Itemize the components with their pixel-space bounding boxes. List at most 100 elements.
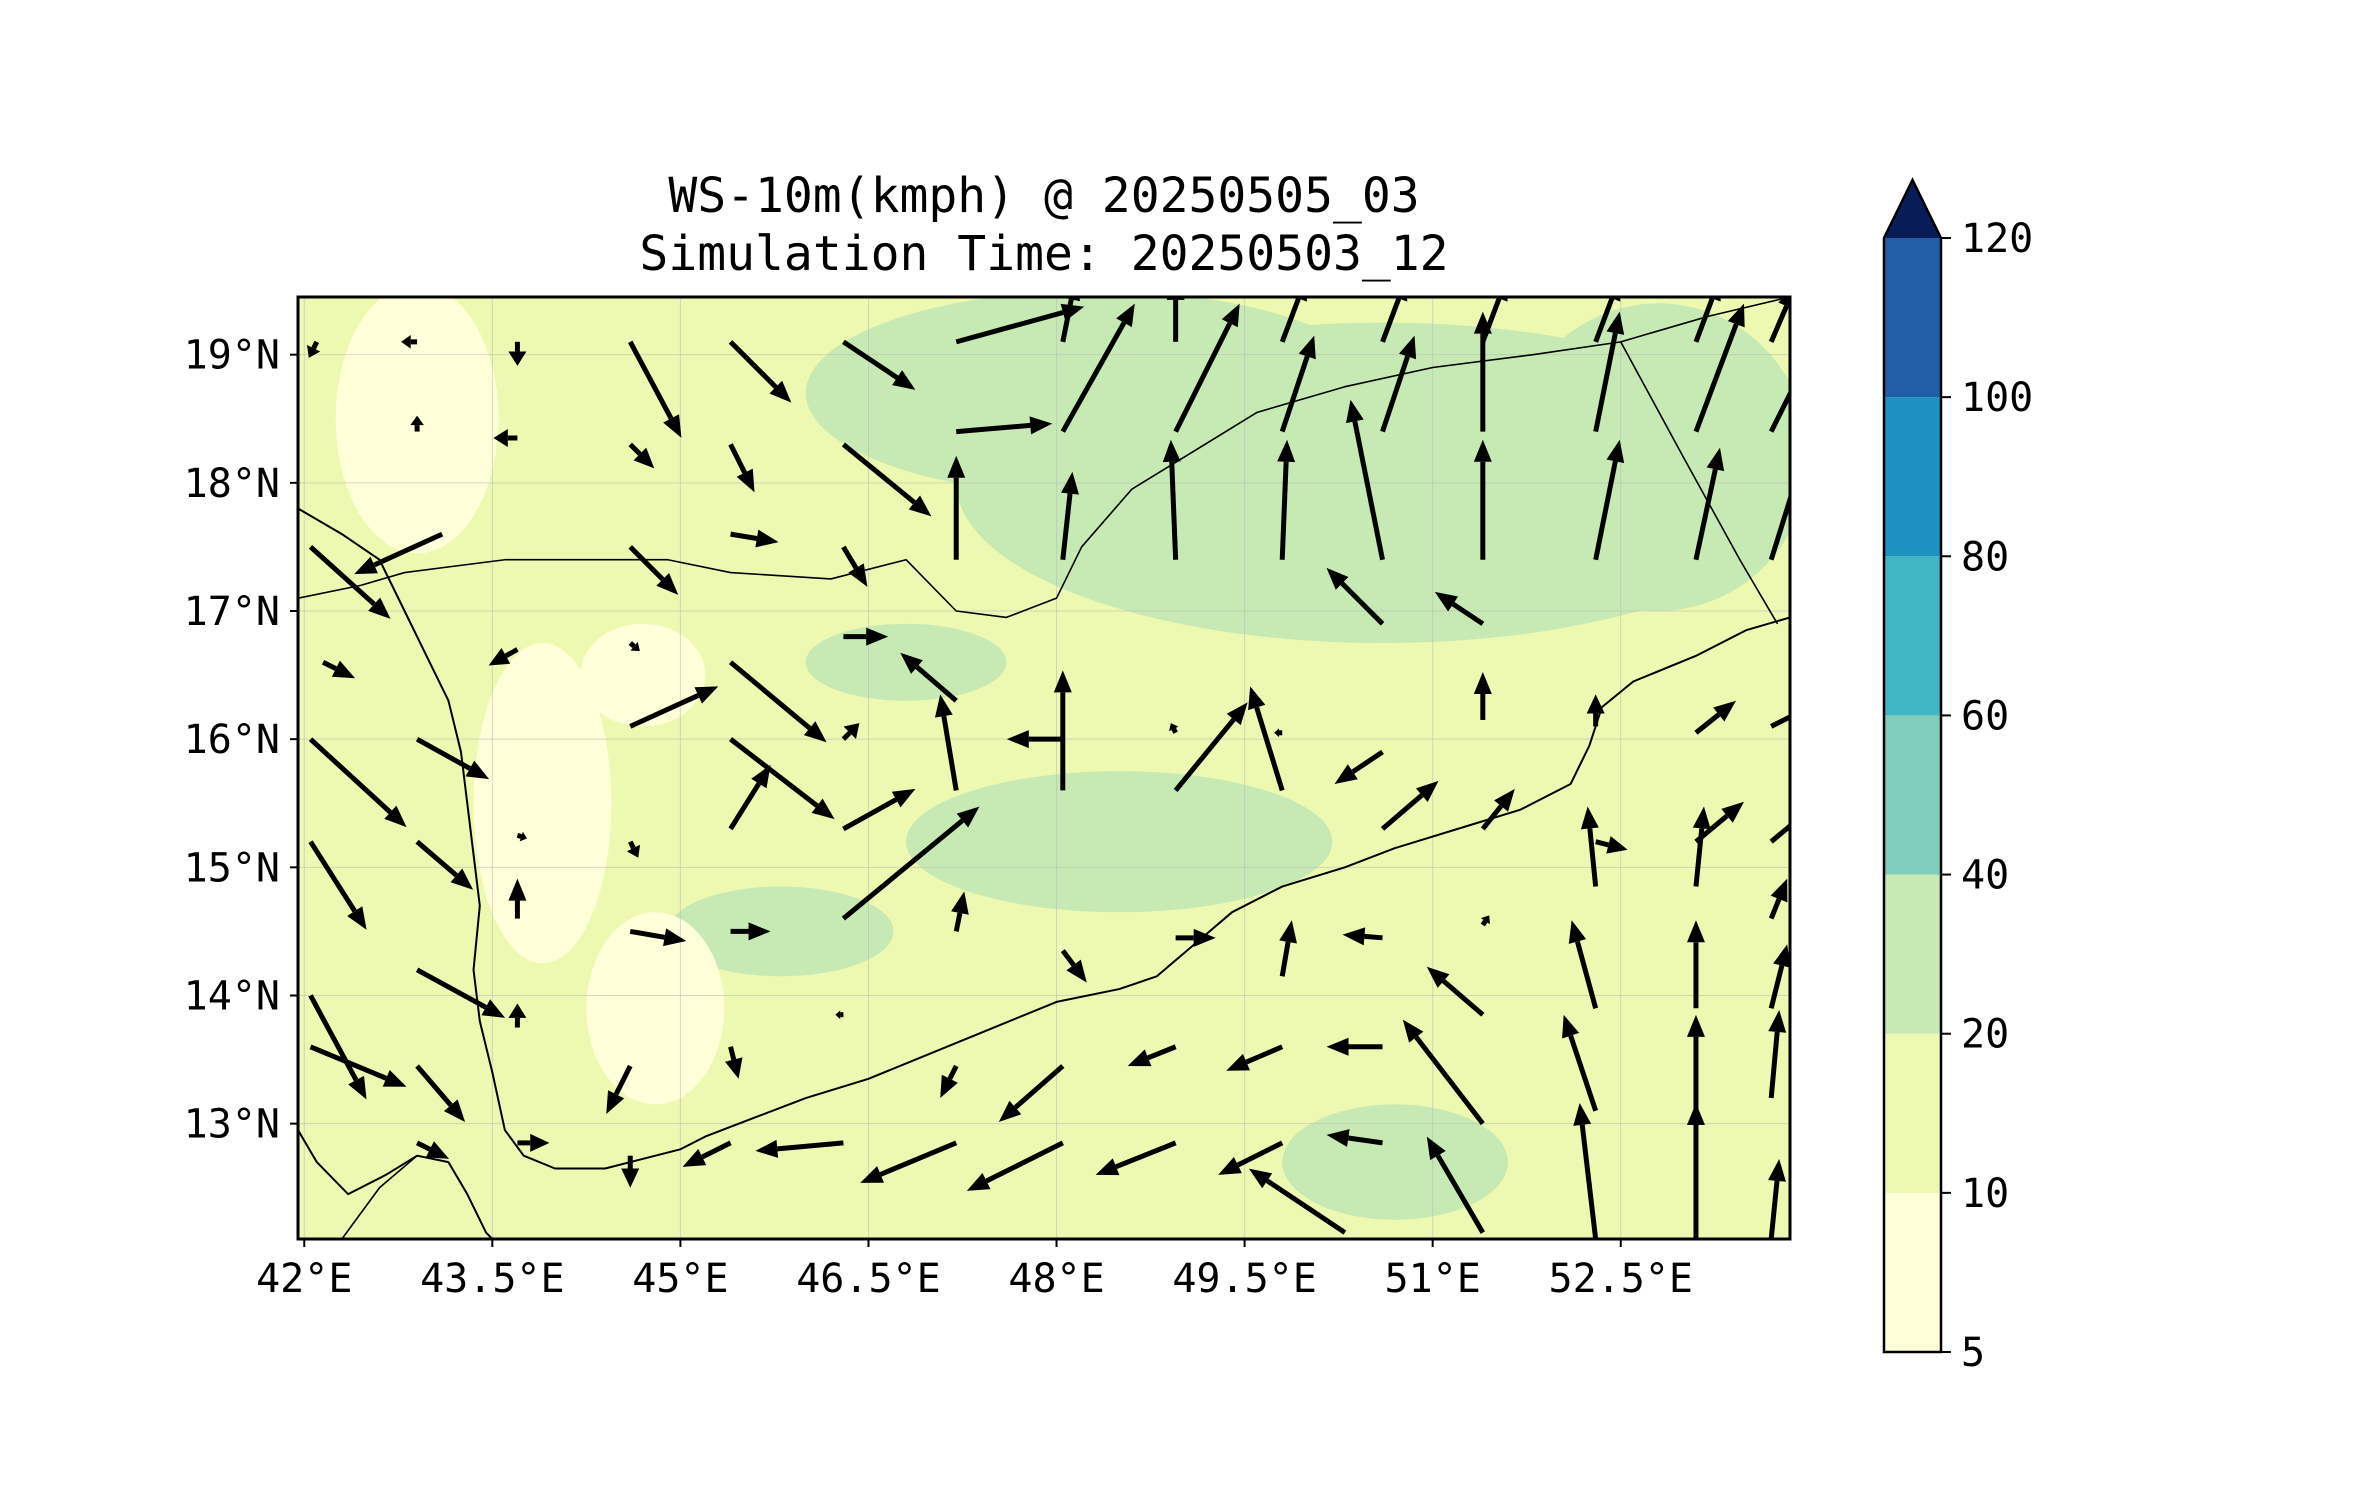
wind-vector-59 <box>1334 749 1384 784</box>
wind-vector-21 <box>1060 303 1135 433</box>
lon-tick-label-0: 42°E <box>256 1256 352 1302</box>
colorbar-outline <box>1882 177 1943 1354</box>
wind-vector-17 <box>628 442 655 469</box>
wind-vector-114 <box>860 1140 958 1183</box>
wind-vector-55 <box>900 652 958 703</box>
wind-vector-22 <box>1173 303 1240 433</box>
colorbar-label-2: 20 <box>1961 1012 2009 1058</box>
colorbar-segment-3 <box>1884 715 1941 875</box>
wind-vector-64 <box>308 840 367 930</box>
wind-vector-56 <box>1006 730 1063 749</box>
wind-vector-15 <box>410 415 424 432</box>
wind-vector-90 <box>1342 927 1383 946</box>
wind-vector-109 <box>415 1140 450 1159</box>
wind-vector-104 <box>1326 1037 1383 1056</box>
wind-vector-97 <box>606 1064 633 1114</box>
wind-vector-121 <box>1686 1014 1705 1111</box>
colorbar-label-0: 5 <box>1961 1330 1985 1376</box>
wind-vector-53 <box>729 737 835 820</box>
wind-speed-region-8 <box>473 643 612 964</box>
wind-vector-112 <box>682 1140 732 1167</box>
wind-vector-26 <box>1593 311 1625 433</box>
wind-vector-111 <box>621 1155 640 1188</box>
wind-vector-57 <box>1169 723 1179 734</box>
wind-vector-98 <box>725 1046 743 1079</box>
lat-tick-label-1: 18°N <box>184 461 280 507</box>
wind-vector-50 <box>308 737 407 828</box>
wind-vector-47 <box>843 627 889 646</box>
map-panel <box>296 295 1792 1241</box>
wind-speed-region-2 <box>1507 303 1790 611</box>
wind-vector-31 <box>628 545 679 595</box>
wind-vector-field <box>307 297 1790 1239</box>
wind-vector-60 <box>1473 671 1492 720</box>
wind-vector-115 <box>966 1140 1064 1191</box>
wind-vector-118 <box>1326 1129 1383 1147</box>
wind-vector-4 <box>728 340 792 403</box>
wind-vector-100 <box>940 1064 959 1098</box>
wind-vector-113 <box>755 1139 844 1158</box>
wind-vector-70 <box>934 694 959 791</box>
wind-speed-region-6 <box>667 886 894 977</box>
colorbar-segment-2 <box>1884 874 1941 1034</box>
wind-speed-region-9 <box>586 912 725 1105</box>
wind-vector-102 <box>1127 1044 1177 1067</box>
africa-border <box>341 1155 418 1239</box>
wind-vector-42 <box>1768 491 1790 561</box>
wind-vector-2 <box>508 341 527 366</box>
wind-vector-19 <box>841 442 932 517</box>
wind-vector-89 <box>1279 920 1297 977</box>
wind-vector-78 <box>1769 822 1790 844</box>
wind-vector-34 <box>947 455 966 560</box>
wind-vector-51 <box>415 736 490 780</box>
wind-vector-101 <box>998 1064 1065 1122</box>
wind-vector-127 <box>1768 1159 1786 1239</box>
coastline <box>298 507 1790 1170</box>
wind-vector-76 <box>1595 836 1628 854</box>
colorbar-label-7: 120 <box>1961 216 2033 262</box>
figure-title-line2: Simulation Time: 20250503_12 <box>639 226 1448 282</box>
wind-vector-108 <box>1768 944 1790 1009</box>
wind-vector-63 <box>1770 714 1790 729</box>
wind-vector-54 <box>841 723 860 741</box>
lon-tick-label-1: 43.5°E <box>420 1256 565 1302</box>
wind-vector-67 <box>626 840 641 858</box>
wind-vector-0 <box>307 340 321 358</box>
wind-vector-122 <box>1768 1010 1787 1099</box>
lat-tick-label-2: 17°N <box>184 589 280 635</box>
wind-vector-99 <box>835 1010 844 1020</box>
wind-vector-124 <box>1426 1136 1485 1234</box>
wind-vector-32 <box>730 529 779 548</box>
wind-vector-107 <box>1686 920 1705 1009</box>
colorbar-segment-6 <box>1884 238 1941 398</box>
wind-vector-126 <box>1686 1103 1705 1239</box>
wind-vector-61 <box>1586 694 1605 727</box>
wind-vector-71 <box>1053 670 1072 791</box>
colorbar-segment-0 <box>1884 1192 1941 1352</box>
wind-vector-91 <box>1480 915 1490 927</box>
wind-vector-66 <box>516 831 528 842</box>
lat-tick-label-4: 15°N <box>184 845 280 891</box>
wind-vector-83 <box>629 928 687 947</box>
longitude-axis: 42°E 43.5°E 45°E 46.5°E 48°E 49.5°E 51°E 52.5°E <box>256 1239 1693 1302</box>
wind-vector-38 <box>1346 399 1385 561</box>
wind-vector-58 <box>1274 728 1283 738</box>
wind-vector-73 <box>1248 686 1285 792</box>
wind-vector-79 <box>308 994 367 1100</box>
wind-vector-46 <box>728 660 827 743</box>
lon-tick-label-7: 52.5°E <box>1548 1256 1693 1302</box>
wind-vector-43 <box>321 660 356 679</box>
border-yemen-oman <box>1620 341 1779 625</box>
colorbar-segment-5 <box>1884 397 1941 557</box>
wind-speed-region-4 <box>1282 1104 1508 1220</box>
wind-vector-86 <box>951 891 969 932</box>
colorbar-label-3: 40 <box>1961 853 2009 899</box>
wind-vector-20 <box>956 416 1053 435</box>
wind-vector-106 <box>1568 920 1599 1009</box>
wind-vector-3 <box>628 340 682 438</box>
wind-vector-39 <box>1473 439 1492 560</box>
wind-vector-33 <box>841 545 868 587</box>
wind-speed-region-10 <box>580 623 706 727</box>
wind-vector-116 <box>1095 1140 1177 1176</box>
